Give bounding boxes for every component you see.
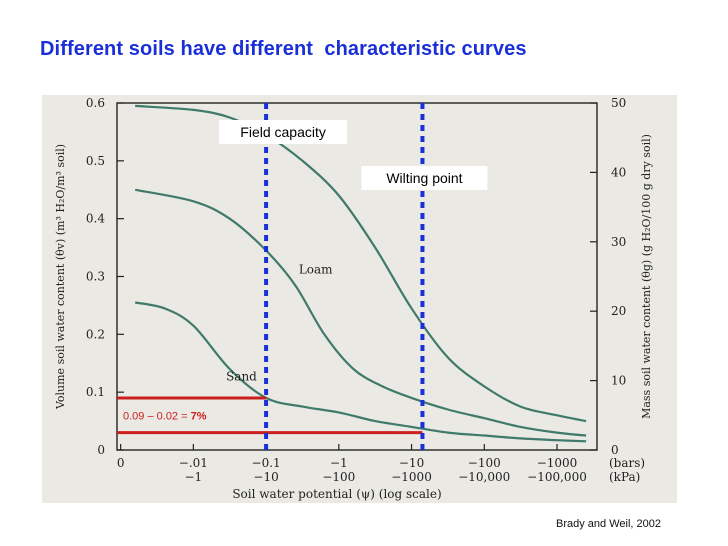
curve-label-sand: Sand xyxy=(226,370,257,384)
x-axis-label: Soil water potential (ψ) (log scale) xyxy=(232,487,441,501)
x-tick-label-kpa: −1000 xyxy=(391,470,432,484)
x-tick-label-kpa: −1 xyxy=(185,470,203,484)
x-tick-label-bars: −1000 xyxy=(537,456,578,470)
y2-tick-label: 20 xyxy=(611,304,626,318)
wilting-point-label-box xyxy=(361,166,488,190)
difference-result: 7% xyxy=(191,410,207,422)
curve-sand xyxy=(134,301,587,443)
curve-label-loam: Loam xyxy=(299,263,333,277)
curve-clay xyxy=(135,104,587,423)
y2-tick-label: 40 xyxy=(611,165,626,179)
x-tick-label-bars: 0 xyxy=(117,456,125,470)
x-tick-label-bars: −10 xyxy=(399,456,424,470)
y2-tick-label: 0 xyxy=(611,443,619,457)
y-tick-label: 0.3 xyxy=(86,270,105,284)
y-tick-label: 0.1 xyxy=(86,385,105,399)
y-tick-label: 0.6 xyxy=(86,96,105,110)
difference-expression: 0.09 – 0.02 = xyxy=(123,410,191,422)
x-tick-label-kpa: −100,000 xyxy=(527,470,587,484)
y-tick-label: 0.2 xyxy=(86,327,105,341)
curve-loam xyxy=(134,188,587,437)
x-tick-label-kpa: −10,000 xyxy=(458,470,510,484)
x-tick-label-kpa: −10 xyxy=(253,470,278,484)
chart-figure: 0 0.1 0.2 0.3 0.4 0.5 0.6 0 10 20 30 40 50 0 −.01 −1 −0.… xyxy=(42,95,677,503)
y2-tick-label: 50 xyxy=(611,96,626,110)
difference-label: 0.09 – 0.02 = 7% xyxy=(123,410,207,422)
field-capacity-label: Field capacity xyxy=(240,124,326,140)
x-units-bars: (bars) xyxy=(609,456,645,470)
y-axis-label: Volume soil water content (θv) (m³ H₂O/m… xyxy=(54,144,67,410)
field-capacity-label-box xyxy=(219,120,348,144)
x-units-kpa: (kPa) xyxy=(609,470,640,484)
y-tick-label: 0.4 xyxy=(86,212,105,226)
y2-tick-label: 30 xyxy=(611,235,626,249)
x-tick-label-kpa: −100 xyxy=(322,470,355,484)
y2-axis-label: Mass soil water content (θg) (g H₂O/100 … xyxy=(640,134,653,419)
x-tick-label-bars: −0.1 xyxy=(252,456,281,470)
x-tick-label-bars: −100 xyxy=(468,456,501,470)
y2-tick-label: 10 xyxy=(611,374,626,388)
wilting-point-label: Wilting point xyxy=(386,170,462,186)
y-tick-label: 0.5 xyxy=(86,154,105,168)
y-tick-label: 0 xyxy=(97,443,105,457)
x-tick-label-bars: −1 xyxy=(330,456,348,470)
source-citation: Brady and Weil, 2002 xyxy=(556,518,661,530)
x-tick-label-bars: −.01 xyxy=(179,456,208,470)
slide-title: Different soils have different character… xyxy=(40,38,527,60)
